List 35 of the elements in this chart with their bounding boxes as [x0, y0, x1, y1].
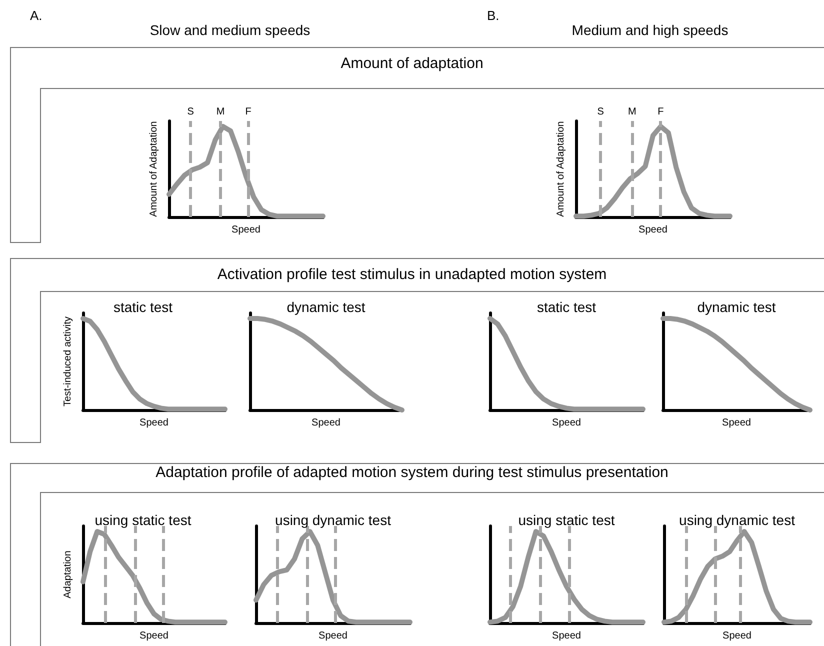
text: M: [628, 106, 636, 118]
y-axis-title: Amount of Adaptation: [148, 121, 160, 217]
x-axis-title: Speed: [318, 630, 348, 642]
x-axis-title: Speed: [552, 418, 581, 428]
chart-title: using dynamic test: [275, 512, 392, 528]
text: B.: [487, 8, 500, 23]
x-axis-title: Speed: [140, 630, 168, 642]
text: Activation profile test stimulus in unadapted motion system: [216, 266, 608, 283]
text: F: [658, 106, 664, 118]
text: S: [597, 106, 604, 118]
y-axis-title: Amount of Adaptation: [556, 121, 566, 217]
x-axis-title: Speed: [722, 418, 751, 428]
text: Slow and medium speeds: [150, 22, 310, 38]
chart-title: dynamic test: [697, 299, 776, 315]
chart-title: dynamic test: [286, 299, 366, 315]
chart-title: static test: [113, 299, 173, 315]
text: A.: [30, 8, 44, 23]
text: M: [216, 106, 225, 118]
y-axis-title: Test-induced activity: [62, 316, 74, 407]
x-axis-title: Speed: [140, 418, 168, 428]
x-axis-title: Speed: [722, 630, 752, 642]
chart-title: using static test: [94, 512, 192, 528]
x-axis-title: Speed: [552, 630, 581, 642]
chart-title: using static test: [518, 512, 615, 528]
text: Medium and high speeds: [572, 22, 728, 38]
chart-title: using dynamic test: [679, 512, 796, 528]
y-axis-title: Adaptation: [62, 550, 74, 598]
x-axis-title: Speed: [232, 224, 260, 236]
text: Amount of adaptation: [340, 55, 484, 72]
text: S: [187, 106, 194, 118]
x-axis-title: Speed: [312, 418, 340, 428]
chart-title: static test: [536, 299, 596, 315]
text: F: [245, 106, 252, 118]
text: Adaptation profile of adapted motion system during test stimulus presentation: [154, 464, 670, 481]
x-axis-title: Speed: [638, 224, 668, 236]
